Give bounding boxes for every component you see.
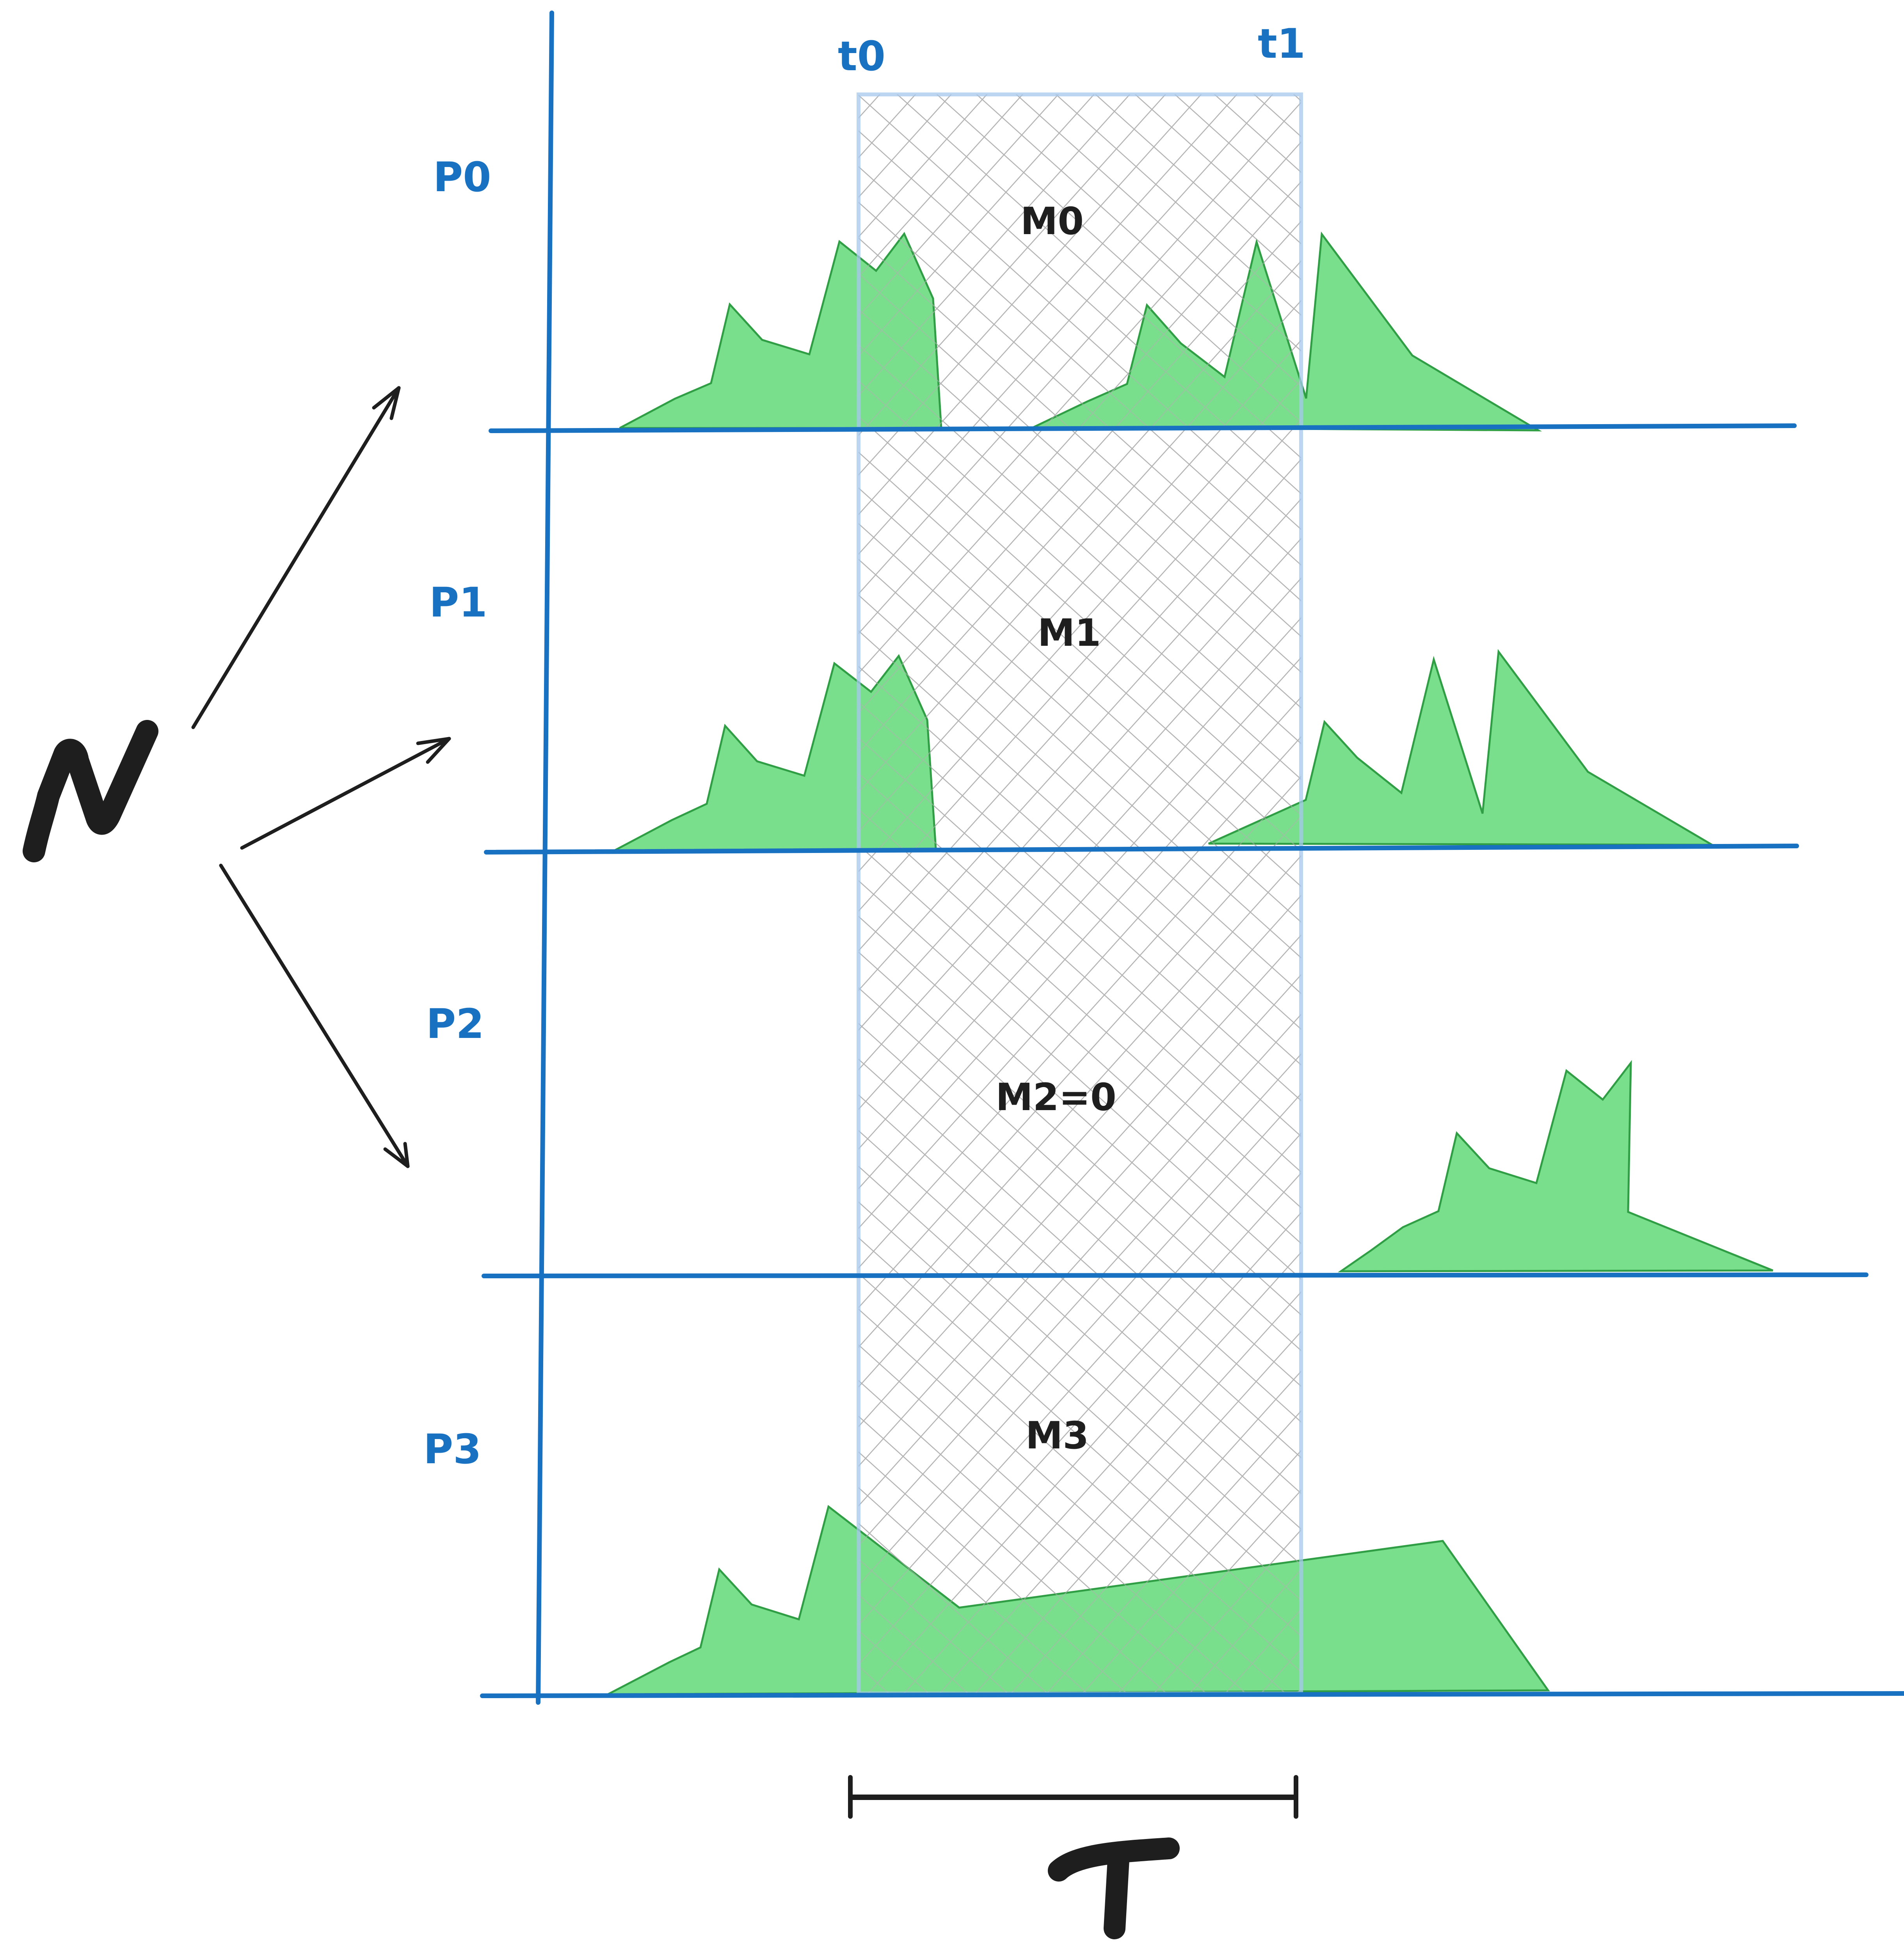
activity-peak [1337,1060,1773,1272]
n-letter-glyph [23,720,158,862]
measure-label-m1: M1 [1038,611,1101,655]
partition-label-p2: P2 [426,1000,484,1048]
arrow-to-p3 [219,864,410,1168]
t-letter-glyph-stem [1104,1849,1129,1939]
axes [480,11,1904,1705]
arrow-to-p1 [240,737,451,850]
measure-label-m2: M2=0 [996,1075,1116,1119]
time-window-hatch-overlay [859,94,1301,1693]
partition-label-p1: P1 [429,579,487,626]
measure-label-m0: M0 [1020,199,1084,243]
partition-label-p0: P0 [433,153,491,201]
arrow-to-p0 [191,386,401,729]
measure-label-m3: M3 [1026,1414,1089,1457]
partition-label-p3: P3 [423,1425,482,1473]
partition-baseline-p3 [480,1691,1904,1698]
t-letter-glyph-top [1048,1837,1180,1882]
activity-peak [1208,649,1716,846]
time-span-bracket [848,1775,1298,1819]
t1-label: t1 [1258,20,1305,68]
partition-baseline-p0 [489,423,1797,433]
t0-label: t0 [838,32,885,80]
vertical-axis [536,11,554,1705]
partition-arrows [191,386,451,1168]
partition-baseline-p2 [482,1272,1868,1278]
partition-baseline-p1 [484,844,1799,855]
